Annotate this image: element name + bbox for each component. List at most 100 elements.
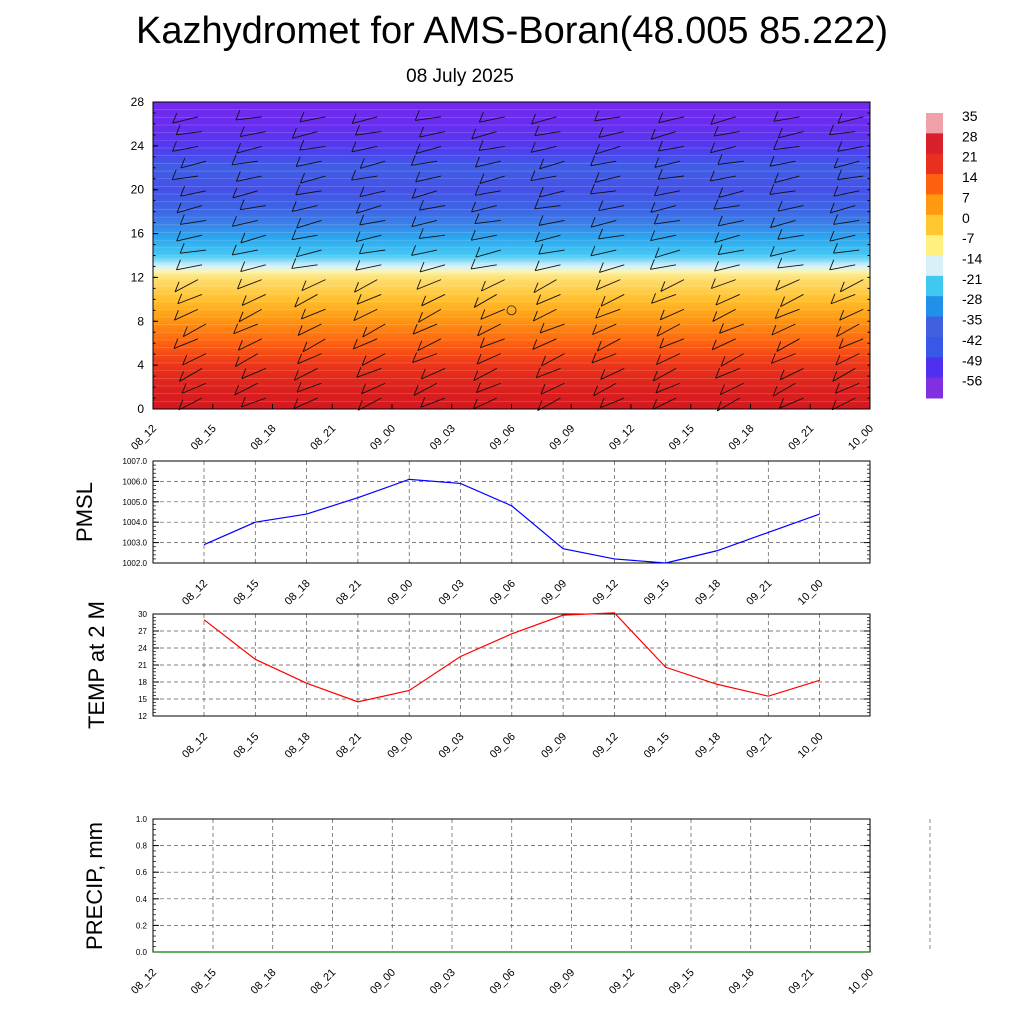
wind-barb-shaft (539, 323, 565, 334)
wind-barb-shaft (770, 249, 796, 257)
wind-barb-shaft (714, 234, 740, 243)
wind-barb-flag (595, 279, 601, 290)
wind-barb-shaft (773, 116, 800, 122)
wind-barb-shaft (473, 368, 497, 382)
wind-barb-shaft (651, 294, 677, 304)
wind-barb-flag (600, 296, 606, 307)
wind-barb-shaft (180, 190, 207, 197)
wind-barb-flag (182, 354, 188, 366)
wind-barb-shaft (412, 353, 438, 363)
wind-barb-shaft (833, 249, 860, 254)
wind-barb-shaft (237, 279, 262, 290)
colorbar-label: -35 (962, 312, 982, 328)
wind-barb-flag (533, 282, 539, 293)
wind-barb-shaft (772, 382, 796, 397)
wind-barb-flag (296, 381, 302, 393)
wind-barb-flag (531, 113, 536, 125)
wind-barb-shaft (470, 264, 497, 270)
wind-barb-flag (598, 228, 603, 240)
wind-barb-shaft (536, 294, 561, 305)
wind-barb-flag (299, 111, 305, 122)
wind-barb-flag (832, 371, 838, 382)
wind-barb-flag (598, 200, 604, 211)
wind-barb-flag (179, 371, 184, 382)
wind-barb-flag (772, 386, 778, 397)
wind-barb-flag (480, 280, 486, 292)
wind-barb-shaft (713, 205, 740, 210)
wind-barb-flag (538, 243, 544, 255)
wind-barb-flag (479, 337, 485, 348)
wind-barb-shaft (650, 234, 677, 242)
wind-barb-flag (593, 385, 598, 397)
y-axis-label: PRECIP, mm (82, 822, 107, 950)
wind-barb-shaft (480, 308, 505, 320)
wind-barb-flag (776, 341, 782, 352)
y-tick-label: 4 (137, 358, 144, 372)
wind-barb-flag (657, 169, 663, 180)
colorbar-label: 0 (962, 210, 970, 226)
y-tick-label: 0 (137, 402, 144, 416)
wind-barb-shaft (362, 323, 386, 338)
wind-barb-flag (231, 154, 237, 165)
wind-barb-flag (475, 247, 481, 258)
wind-barb-shaft (837, 145, 864, 152)
wind-barb-flag (419, 126, 424, 138)
wind-barb-flag (656, 326, 662, 337)
wind-barb-shaft (172, 116, 199, 124)
wind-barb-flag (477, 325, 483, 336)
wind-barb-shaft (656, 323, 681, 337)
wind-barb-flag (839, 310, 845, 321)
wind-barb-flag (297, 325, 303, 336)
wind-barb-shaft (412, 323, 438, 335)
wind-barb-flag (594, 143, 600, 155)
wind-barb-flag (590, 155, 596, 166)
wind-barb-shaft (717, 160, 744, 165)
wind-barb-flag (415, 171, 421, 183)
wind-barb-flag (240, 232, 246, 243)
wind-barb-shaft (654, 160, 681, 168)
colorbar-label: 21 (962, 149, 978, 165)
y-tick-label: 1007.0 (123, 457, 148, 466)
wind-barb-flag (534, 231, 540, 243)
wind-barb-flag (355, 260, 361, 271)
wind-barb-flag (775, 280, 781, 291)
wind-barb-flag (539, 322, 545, 334)
x-tick-label: 09_03 (428, 423, 458, 453)
wind-barb-shaft (420, 397, 446, 408)
wind-barb-flag (234, 384, 240, 396)
wind-barb-flag (234, 356, 240, 367)
wind-barb-flag (176, 230, 182, 242)
wind-barb-flag (710, 114, 716, 125)
wind-barb-flag (777, 257, 783, 269)
wind-barb-flag (650, 202, 656, 213)
wind-barb-shaft (478, 145, 505, 151)
wind-barb-flag (773, 111, 779, 122)
wind-barb-flag (419, 261, 425, 273)
wind-barb-shaft (715, 294, 740, 306)
wind-barb-flag (478, 112, 484, 123)
wind-barb-shaft (837, 175, 864, 181)
wind-barb-flag (176, 259, 181, 270)
wind-barb-shaft (411, 160, 438, 166)
y-tick-label: 12 (138, 712, 147, 721)
x-tick-label: 09_06 (488, 731, 518, 761)
wind-barb-flag (659, 337, 665, 349)
wind-barb-flag (291, 201, 297, 212)
wind-barb-shaft (233, 323, 258, 335)
wind-barb-shaft (594, 116, 621, 122)
wind-barb-flag (769, 184, 775, 195)
wind-barb-flag (833, 157, 839, 169)
wind-barb-shaft (779, 397, 804, 409)
wind-barb-shaft (235, 116, 262, 121)
wind-barb-shaft (590, 190, 617, 195)
wind-barb-flag (416, 279, 422, 290)
wind-barb-flag (241, 368, 247, 379)
wind-barb-flag (171, 169, 177, 180)
wind-barb-flag (712, 311, 718, 322)
x-tick-label: 09_15 (667, 967, 697, 997)
y-tick-label: 27 (138, 627, 147, 636)
wind-barb-shaft (832, 368, 856, 382)
wind-barb-shaft (840, 279, 864, 293)
wind-barb-shaft (831, 397, 856, 411)
wind-barb-shaft (421, 368, 446, 380)
